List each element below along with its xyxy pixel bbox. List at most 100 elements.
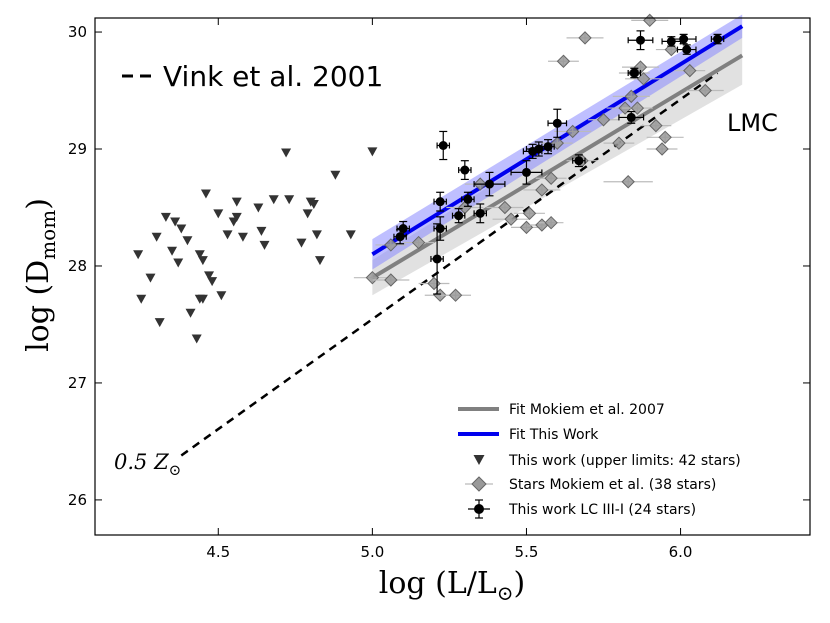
y-axis-title-main: log (D xyxy=(21,260,56,352)
upper-limit-star xyxy=(256,226,267,236)
vink-legend-annotation: Vink et al. 2001 xyxy=(122,60,383,93)
upper-limit-star xyxy=(200,189,211,199)
upper-limit-star xyxy=(204,271,215,281)
upper-limit-star xyxy=(185,308,196,318)
legend-swatch-mokiem-stars xyxy=(465,476,493,492)
upper-limit-star xyxy=(281,148,292,158)
this-work-star xyxy=(710,33,725,45)
this-work-star-marker xyxy=(552,118,562,128)
legend: Fit Mokiem et al. 2007 Fit This Work Thi… xyxy=(458,402,741,519)
this-work-star-marker xyxy=(574,156,584,166)
this-work-star xyxy=(618,110,645,124)
x-tick-label: 5.0 xyxy=(360,543,384,561)
upper-limit-star xyxy=(302,209,313,219)
plot-frame xyxy=(94,17,811,536)
mokiem-star-marker xyxy=(365,270,380,285)
this-work-star xyxy=(670,33,697,45)
mokiem-star xyxy=(588,113,619,127)
legend-label-upper-limits: This work (upper limits: 42 stars) xyxy=(508,453,741,469)
this-work-star xyxy=(572,154,586,168)
this-work-star-marker xyxy=(534,144,544,154)
this-work-star-marker xyxy=(438,140,448,150)
mokiem-star-marker xyxy=(535,183,549,197)
upper-limit-star xyxy=(197,256,208,266)
y-axis-title-close: ) xyxy=(21,198,56,210)
mokiem-star-marker xyxy=(630,101,645,115)
mokiem-star-marker xyxy=(565,124,580,139)
upper-limit-star xyxy=(268,195,279,205)
mokiem-star-marker xyxy=(578,31,592,45)
mokiem-star-marker xyxy=(612,136,626,150)
upper-limit-star xyxy=(170,217,181,227)
mokiem-star xyxy=(375,238,407,252)
upper-limit-star xyxy=(231,197,242,207)
x-tick-label: 4.5 xyxy=(206,543,230,561)
x-tick-label: 5.5 xyxy=(515,543,539,561)
upper-limit-star xyxy=(133,250,144,260)
this-work-star-marker xyxy=(521,167,531,177)
upper-limit-star xyxy=(154,318,165,328)
this-work-star xyxy=(547,108,568,138)
this-work-star-marker xyxy=(454,211,464,221)
this-work-star-marker xyxy=(635,35,645,45)
mokiem-star-marker xyxy=(544,215,558,230)
mokiem-star xyxy=(640,118,672,133)
mokiem-star xyxy=(514,206,545,221)
upper-limit-star xyxy=(296,238,307,248)
mokiem-star-marker xyxy=(384,238,398,252)
vink-legend-label: Vink et al. 2001 xyxy=(163,60,383,93)
upper-limit-star xyxy=(151,232,162,242)
upper-limit-star xyxy=(173,258,184,268)
mokiem-star xyxy=(622,101,653,115)
this-work-star xyxy=(473,171,506,197)
mokiem-star-marker xyxy=(448,288,463,302)
upper-limit-star xyxy=(136,294,147,304)
upper-limit-star xyxy=(213,209,224,219)
upper-limit-star xyxy=(194,250,205,260)
upper-limit-star xyxy=(207,277,218,287)
mokiem-star-marker xyxy=(504,212,518,226)
smc-label: 0.5 Z⊙ xyxy=(114,450,181,479)
this-work-star xyxy=(430,223,444,295)
y-tick-label: 26 xyxy=(68,491,87,509)
x-axis-title-sub: ⊙ xyxy=(497,581,514,605)
mokiem-star xyxy=(548,54,579,68)
this-work-star xyxy=(433,191,447,212)
x-axis-title-main: log (L/L xyxy=(379,566,497,601)
y-axis-title: log (Dmom) xyxy=(21,198,60,352)
legend-label-mokiem-stars: Stars Mokiem et al. (38 stars) xyxy=(509,477,716,493)
mokiem-star xyxy=(403,235,435,250)
mokiem-star-marker xyxy=(411,235,426,250)
upper-limit-star xyxy=(231,212,242,222)
mokiem-star xyxy=(486,200,524,215)
this-work-star-marker xyxy=(435,224,445,234)
upper-limit-star xyxy=(167,246,178,256)
y-tick-label: 28 xyxy=(68,257,87,275)
this-work-star-marker xyxy=(626,112,636,122)
mokiem-star-marker xyxy=(683,63,697,78)
this-work-stars xyxy=(393,30,725,295)
legend-swatch-upper-limits xyxy=(473,455,485,465)
mokiem-star xyxy=(372,273,410,287)
this-work-star xyxy=(676,44,697,55)
this-work-star-marker xyxy=(475,208,485,218)
mokiem-star-marker xyxy=(596,113,611,127)
this-work-star-marker xyxy=(629,68,639,78)
y-tick-label: 30 xyxy=(68,23,87,41)
mokiem-star-marker xyxy=(427,276,441,291)
this-work-star xyxy=(627,30,654,51)
mokiem-star-marker xyxy=(621,175,635,189)
this-work-star xyxy=(473,203,488,224)
mokiem-star xyxy=(353,270,391,285)
upper-limit-star xyxy=(216,291,227,301)
mokiem-star xyxy=(446,200,484,215)
this-work-star-marker xyxy=(484,179,494,189)
this-work-star-marker xyxy=(679,34,689,44)
upper-limit-star xyxy=(345,230,356,240)
mokiem-star xyxy=(566,31,604,45)
this-work-star-marker xyxy=(543,142,553,152)
x-tick-label: 6.0 xyxy=(669,543,693,561)
x-axis-title: log (L/L⊙) xyxy=(379,566,526,605)
upper-limit-star xyxy=(253,203,264,213)
